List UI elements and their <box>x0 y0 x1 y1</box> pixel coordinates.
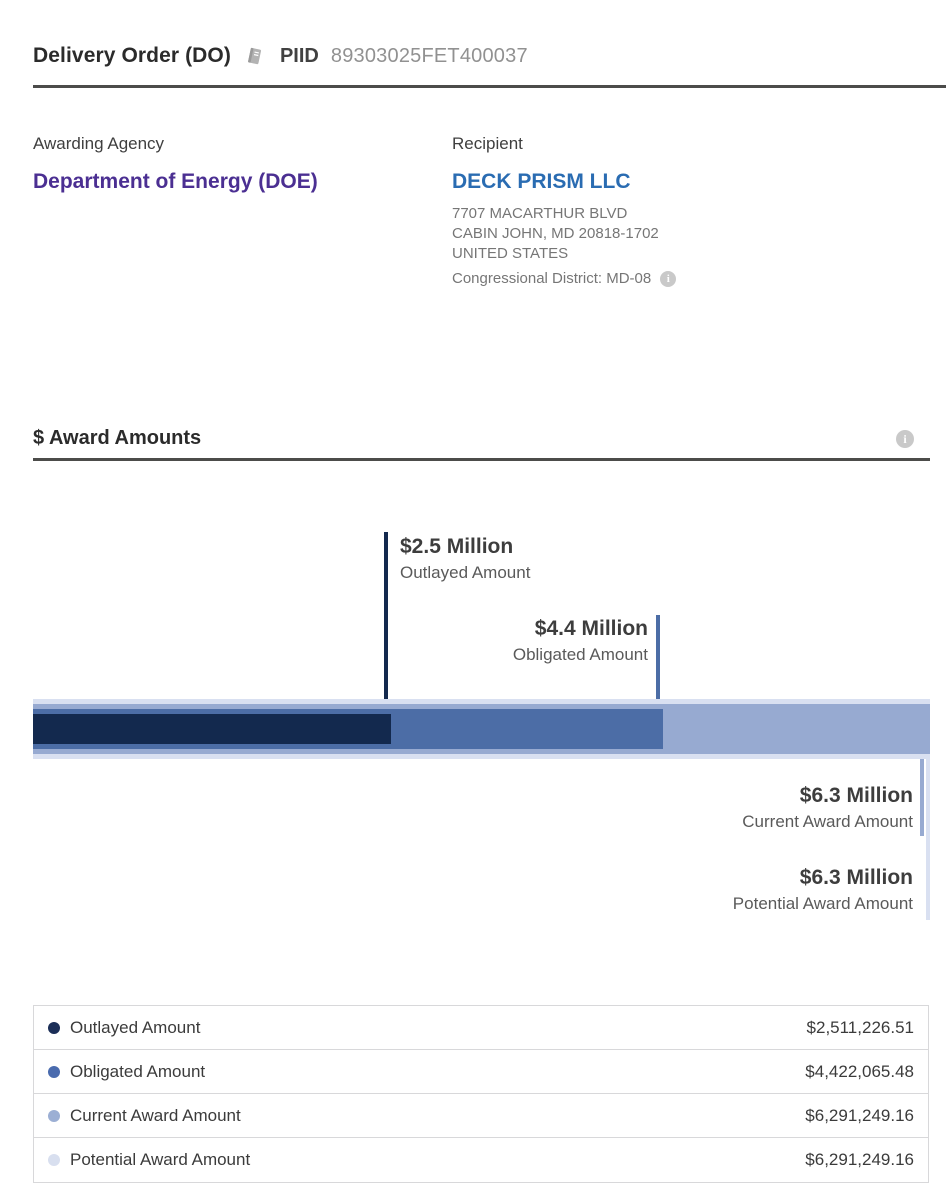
row-label: Outlayed Amount <box>70 1017 201 1037</box>
awarding-agency-link[interactable]: Department of Energy (DOE) <box>33 170 318 193</box>
current-dot <box>48 1109 60 1122</box>
obligated-dot <box>48 1065 60 1078</box>
award-amounts-divider <box>33 458 930 461</box>
potential-award-callout: $6.3 Million Potential Award Amount <box>733 866 913 914</box>
award-amounts-title: $ Award Amounts <box>33 427 202 449</box>
row-label: Obligated Amount <box>70 1061 206 1081</box>
outlayed-dot <box>48 1021 60 1034</box>
award-amounts-legend-table: Outlayed Amount $2,511,226.51 Obligated … <box>33 1005 929 1183</box>
current-award-label: Current Award Amount <box>742 812 913 831</box>
potential-dot <box>48 1154 60 1166</box>
current-callout-line <box>920 750 924 836</box>
outlayed-bar[interactable] <box>33 714 391 744</box>
table-row-obligated: Obligated Amount $4,422,065.48 <box>34 1050 928 1094</box>
obligated-value: $4.4 Million <box>534 617 648 640</box>
table-row-current: Current Award Amount $6,291,249.16 <box>34 1094 928 1138</box>
recipient-link[interactable]: DECK PRISM LLC <box>452 170 631 193</box>
outlayed-callout: $2.5 Million Outlayed Amount <box>400 535 530 583</box>
outlayed-callout-line <box>384 532 388 714</box>
row-amount: $6,291,249.16 <box>805 1150 914 1169</box>
current-award-callout: $6.3 Million Current Award Amount <box>742 784 913 832</box>
piid-value: 89303025FET400037 <box>330 44 528 67</box>
row-label: Potential Award Amount <box>70 1150 251 1169</box>
header-divider <box>33 85 946 88</box>
potential-award-value: $6.3 Million <box>799 866 913 889</box>
congressional-district-text: Congressional District: MD-08 <box>452 270 652 287</box>
page-header: Delivery Order (DO) PIID 89303025FET4000… <box>33 44 528 68</box>
award-type-title: Delivery Order (DO) <box>33 44 231 67</box>
outlayed-label: Outlayed Amount <box>400 563 531 582</box>
award-amounts-info-icon[interactable]: i <box>896 430 914 448</box>
awarding-agency-label: Awarding Agency <box>33 134 165 153</box>
row-label: Current Award Amount <box>70 1105 241 1125</box>
recipient-address-line1: 7707 MACARTHUR BLVD <box>452 205 628 222</box>
row-amount: $6,291,249.16 <box>805 1105 914 1125</box>
book-icon[interactable] <box>244 46 265 67</box>
outlayed-value: $2.5 Million <box>400 535 514 558</box>
recipient-label: Recipient <box>452 134 523 153</box>
current-award-value: $6.3 Million <box>799 784 913 807</box>
potential-award-label: Potential Award Amount <box>732 894 913 913</box>
recipient-address: 7707 MACARTHUR BLVD CABIN JOHN, MD 20818… <box>452 204 659 264</box>
recipient-address-line2: CABIN JOHN, MD 20818-1702 <box>452 225 659 242</box>
potential-callout-line <box>926 754 930 920</box>
obligated-label: Obligated Amount <box>512 645 648 664</box>
obligated-callout-line <box>656 615 660 709</box>
table-row-potential: Potential Award Amount $6,291,249.16 <box>34 1138 928 1182</box>
obligated-callout: $4.4 Million Obligated Amount <box>513 617 648 665</box>
congressional-district-row: Congressional District: MD-08 i <box>452 270 677 287</box>
info-icon[interactable]: i <box>660 270 677 287</box>
table-row-outlayed: Outlayed Amount $2,511,226.51 <box>34 1006 928 1050</box>
row-amount: $2,511,226.51 <box>806 1017 914 1037</box>
row-amount: $4,422,065.48 <box>805 1061 914 1081</box>
recipient-address-line3: UNITED STATES <box>452 245 569 262</box>
piid-label: PIID <box>279 44 319 67</box>
